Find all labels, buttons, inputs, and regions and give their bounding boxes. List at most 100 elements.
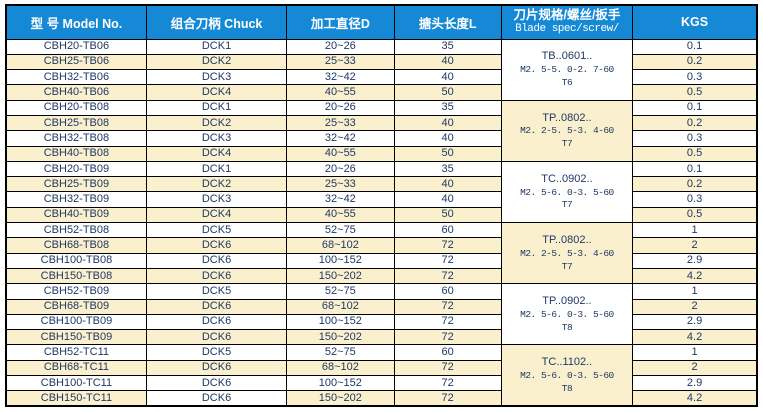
length-cell: 72 [393,359,502,377]
diameter-cell: 25~33 [286,53,395,71]
diameter-cell: 100~152 [286,313,395,331]
chuck-cell: DCK6 [145,298,288,315]
table-row: CBH40-TB08 DCK4 40~55 50 0.5 [5,145,758,162]
length-cell: 72 [393,267,502,285]
column-header-blade-en: Blade spec/screw/ [515,23,619,36]
model-cell: CBH20-TB09 [5,160,147,178]
chuck-cell: DCK3 [145,191,288,208]
kgs-cell: 2 [632,237,758,254]
table-row: CBH68-TB08 DCK6 68~102 72 2 [5,237,758,254]
kgs-cell: 2.9 [632,375,758,392]
blade-spec-cell: TC..1102.. M2. 5-6. 0-3. 5-60 T8 [500,344,634,407]
table-row: CBH40-TB06 DCK4 40~55 50 0.5 [5,84,758,101]
chuck-cell: DCK1 [145,99,288,116]
model-cell: CBH25-TB09 [5,176,147,193]
blade-wrench-text: T7 [561,260,573,272]
chuck-cell: DCK1 [145,38,288,55]
diameter-cell: 20~26 [286,99,395,116]
diameter-cell: 68~102 [286,298,395,315]
column-header-chuck: 组合刀柄 Chuck [145,4,288,40]
blade-series-text: TP..0802.. [542,111,592,124]
kgs-cell: 0.1 [632,38,758,55]
kgs-cell: 4.2 [632,267,758,285]
chuck-cell: DCK6 [145,313,288,331]
kgs-cell: 0.3 [632,69,758,86]
column-header-blade-cn: 刀片规格/螺丝/扳手 [513,7,621,22]
diameter-cell: 100~152 [286,252,395,269]
kgs-cell: 0.2 [632,53,758,71]
blade-screw-text: M2. 5-5. 0-2. 7-60 [520,64,614,76]
table-row: CBH52-TC11 DCK5 52~75 60 TC..1102.. M2. 5-6. … [5,344,758,407]
chuck-cell: DCK2 [145,176,288,193]
blade-series-text: TP..0802.. [542,233,592,246]
chuck-cell: DCK2 [145,53,288,71]
chuck-cell: DCK6 [145,267,288,285]
chuck-cell: DCK6 [145,237,288,254]
kgs-cell: 0.2 [632,114,758,132]
blade-spec-cell: TP..0802.. M2. 2-5. 5-3. 4-60 T7 [500,99,634,162]
length-cell: 40 [393,191,502,208]
length-cell: 50 [393,145,502,162]
diameter-cell: 150~202 [286,329,395,346]
blade-wrench-text: T6 [561,77,573,89]
kgs-cell: 0.5 [632,206,758,224]
kgs-cell: 0.2 [632,176,758,193]
diameter-cell: 32~42 [286,130,395,147]
blade-wrench-text: T8 [561,382,573,394]
length-cell: 60 [393,344,502,361]
kgs-cell: 1 [632,344,758,361]
table-row: CBH100-TB08 DCK6 100~152 72 2.9 [5,252,758,269]
diameter-cell: 32~42 [286,69,395,86]
diameter-cell: 40~55 [286,84,395,101]
table-row: CBH32-TB06 DCK3 32~42 40 0.3 [5,69,758,86]
kgs-cell: 4.2 [632,329,758,346]
kgs-cell: 1 [632,283,758,300]
chuck-cell: DCK5 [145,344,288,361]
table-row: CBH68-TC11 DCK6 68~102 72 2 [5,359,758,377]
table-row: CBH68-TB09 DCK6 68~102 72 2 [5,298,758,315]
kgs-cell: 0.5 [632,84,758,101]
column-header-blade-spec: 刀片规格/螺丝/扳手 Blade spec/screw/ [500,4,634,40]
blade-screw-text: M2. 2-5. 5-3. 4-60 [520,247,614,259]
length-cell: 40 [393,69,502,86]
blade-spec-cell: TP..0902.. M2. 5-6. 0-3. 5-60 T8 [500,283,634,346]
table-row: CBH100-TC11 DCK6 100~152 72 2.9 [5,375,758,392]
blade-wrench-text: T7 [561,138,573,150]
model-cell: CBH52-TB09 [5,283,147,300]
table-row: CBH32-TB09 DCK3 32~42 40 0.3 [5,191,758,208]
blade-series-text: TB..0601.. [541,50,593,63]
chuck-cell: DCK6 [145,329,288,346]
blade-screw-text: M2. 5-6. 0-3. 5-60 [520,308,614,320]
chuck-cell: DCK6 [145,359,288,377]
length-cell: 60 [393,283,502,300]
length-cell: 72 [393,298,502,315]
table-row: CBH25-TB08 DCK2 25~33 40 0.2 [5,114,758,132]
chuck-cell: DCK5 [145,222,288,239]
column-header-length: 搪头长度L [393,4,502,40]
column-header-model: 型 号 Model No. [5,4,147,40]
table-row: CBH100-TB09 DCK6 100~152 72 2.9 [5,313,758,331]
blade-series-text: TC..1102.. [541,356,593,369]
kgs-cell: 0.3 [632,130,758,147]
blade-wrench-text: T8 [561,321,573,333]
length-cell: 40 [393,53,502,71]
model-cell: CBH150-TC11 [5,390,147,407]
blade-wrench-text: T7 [561,199,573,211]
blade-screw-text: M2. 5-6. 0-3. 5-60 [520,369,614,381]
model-cell: CBH40-TB08 [5,145,147,162]
model-cell: CBH52-TB08 [5,222,147,239]
model-cell: CBH32-TB09 [5,191,147,208]
diameter-cell: 20~26 [286,160,395,178]
blade-screw-text: M2. 2-5. 5-3. 4-60 [520,125,614,137]
diameter-cell: 32~42 [286,191,395,208]
length-cell: 40 [393,130,502,147]
table-header-row: 型 号 Model No. 组合刀柄 Chuck 加工直径D 搪头长度L 刀片规… [5,4,758,40]
diameter-cell: 52~75 [286,344,395,361]
length-cell: 35 [393,38,502,55]
kgs-cell: 1 [632,222,758,239]
length-cell: 40 [393,176,502,193]
kgs-cell: 4.2 [632,390,758,407]
kgs-cell: 0.3 [632,191,758,208]
table-row: CBH52-TB09 DCK5 52~75 60 TP..0902.. M2. 5-6. … [5,283,758,346]
